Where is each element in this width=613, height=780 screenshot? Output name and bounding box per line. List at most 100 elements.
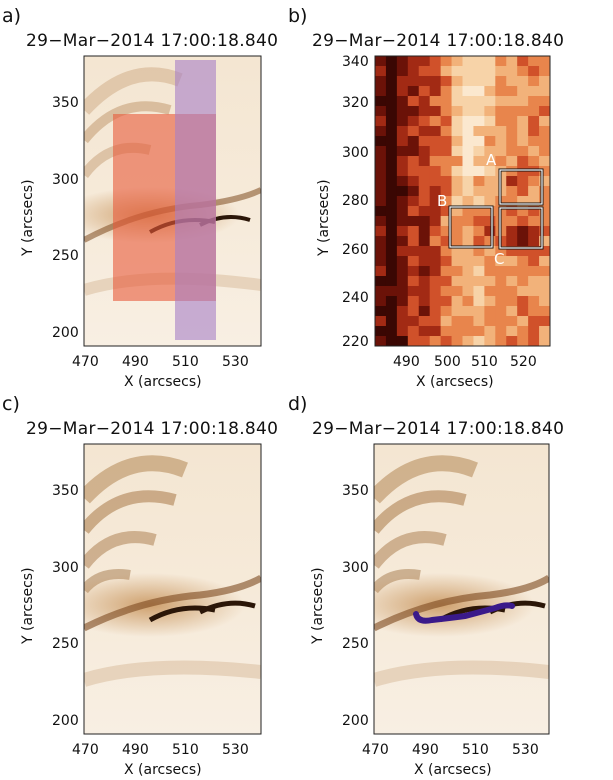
heatmap-cell bbox=[495, 156, 507, 167]
heatmap-cell bbox=[375, 326, 387, 337]
heatmap-cell bbox=[407, 266, 420, 277]
heatmap-cell bbox=[429, 316, 442, 327]
heatmap-cell bbox=[462, 276, 474, 287]
heatmap-cell bbox=[451, 76, 463, 87]
heatmap-cell bbox=[517, 186, 529, 197]
heatmap-cell bbox=[396, 226, 409, 237]
heatmap-cell bbox=[462, 96, 474, 107]
heatmap-cell bbox=[517, 306, 529, 317]
panel-d-xlabel: X (arcsecs) bbox=[414, 762, 492, 778]
heatmap-cell bbox=[506, 266, 518, 277]
heatmap-cell bbox=[375, 126, 387, 137]
ytick: 300 bbox=[342, 145, 369, 161]
heatmap-cell bbox=[495, 306, 507, 317]
panel-d-ylabel: Y (arcsecs) bbox=[310, 567, 326, 645]
heatmap-cell bbox=[462, 206, 474, 217]
heatmap-cell bbox=[429, 116, 442, 127]
heatmap-cell bbox=[484, 246, 496, 257]
heatmap-cell bbox=[528, 136, 540, 147]
heatmap-cell bbox=[539, 196, 550, 207]
heatmap-cell bbox=[440, 276, 453, 287]
heatmap-cell bbox=[495, 276, 507, 287]
heatmap-cell bbox=[539, 316, 550, 327]
heatmap-cell bbox=[429, 56, 442, 67]
panel-d-frame bbox=[373, 443, 550, 735]
heatmap-cell bbox=[528, 116, 540, 127]
heatmap-cell bbox=[473, 196, 485, 207]
heatmap-cell bbox=[462, 186, 474, 197]
heatmap-cell bbox=[517, 296, 529, 307]
panel-b-xticks: 490 500 510 520 bbox=[393, 354, 537, 370]
heatmap-cell bbox=[375, 186, 387, 197]
heatmap-cell bbox=[473, 126, 485, 137]
heatmap-cell bbox=[396, 66, 409, 77]
heatmap-cell bbox=[440, 66, 453, 77]
heatmap-cell bbox=[539, 246, 550, 257]
heatmap-cell bbox=[418, 76, 431, 87]
heatmap-cell bbox=[407, 76, 420, 87]
heatmap-cell bbox=[506, 106, 518, 117]
heatmap-cell bbox=[396, 166, 409, 177]
heatmap-cell bbox=[517, 176, 529, 187]
heatmap-cell bbox=[506, 226, 518, 237]
heatmap-cell bbox=[539, 96, 550, 107]
heatmap-cell bbox=[418, 196, 431, 207]
heatmap-cell bbox=[440, 76, 453, 87]
panel-c-image bbox=[84, 444, 261, 734]
heatmap-cell bbox=[385, 106, 398, 117]
heatmap-cell bbox=[429, 86, 442, 97]
heatmap-cell bbox=[375, 96, 387, 107]
heatmap-cell bbox=[462, 146, 474, 157]
heatmap-cell bbox=[375, 276, 387, 287]
heatmap-cell bbox=[484, 316, 496, 327]
heatmap-cell bbox=[440, 236, 453, 247]
heatmap-cell bbox=[506, 86, 518, 97]
heatmap-cell bbox=[484, 106, 496, 117]
heatmap-cell bbox=[539, 186, 550, 197]
panel-d-xticks: 470 490 510 530 bbox=[362, 742, 539, 758]
heatmap-cell bbox=[484, 236, 496, 247]
heatmap-cell bbox=[375, 226, 387, 237]
heatmap-cell bbox=[440, 226, 453, 237]
heatmap-cell bbox=[451, 176, 463, 187]
heatmap-cell bbox=[462, 86, 474, 97]
heatmap-cell bbox=[484, 296, 496, 307]
heatmap-cell bbox=[407, 106, 420, 117]
heatmap-cell bbox=[517, 326, 529, 337]
heatmap-cell bbox=[462, 116, 474, 127]
ytick: 250 bbox=[342, 636, 369, 652]
heatmap-cell bbox=[528, 106, 540, 117]
heatmap-cell bbox=[418, 256, 431, 267]
heatmap-cell bbox=[462, 156, 474, 167]
panel-a-yticks: 350 300 250 200 bbox=[52, 95, 79, 341]
heatmap-cell bbox=[451, 86, 463, 97]
heatmap-cell bbox=[495, 336, 507, 346]
heatmap-cell bbox=[429, 136, 442, 147]
heatmap-cell bbox=[473, 206, 485, 217]
panel-c-label: c) bbox=[2, 393, 20, 415]
heatmap-cell bbox=[506, 336, 518, 346]
heatmap-cell bbox=[440, 56, 453, 67]
xtick: 490 bbox=[412, 742, 439, 758]
heatmap-cell bbox=[375, 116, 387, 127]
heatmap-cell bbox=[484, 276, 496, 287]
heatmap-cell bbox=[429, 206, 442, 217]
panel-b-ylabel: Y (arcsecs) bbox=[316, 179, 332, 257]
heatmap-cell bbox=[473, 146, 485, 157]
heatmap-cell bbox=[429, 236, 442, 247]
heatmap-cell bbox=[462, 56, 474, 67]
heatmap-cell bbox=[462, 216, 474, 227]
xtick: 520 bbox=[510, 354, 537, 370]
heatmap-cell bbox=[440, 296, 453, 307]
heatmap-cell bbox=[396, 216, 409, 227]
heatmap-cell bbox=[451, 56, 463, 67]
heatmap-cell bbox=[451, 326, 463, 337]
heatmap-cell bbox=[506, 186, 518, 197]
ytick: 350 bbox=[52, 95, 79, 111]
heatmap-cell bbox=[385, 306, 398, 317]
heatmap-cell bbox=[484, 146, 496, 157]
heatmap-cell bbox=[418, 316, 431, 327]
heatmap-cell bbox=[517, 336, 529, 346]
heatmap-cell bbox=[484, 326, 496, 337]
heatmap-cell bbox=[375, 136, 387, 147]
